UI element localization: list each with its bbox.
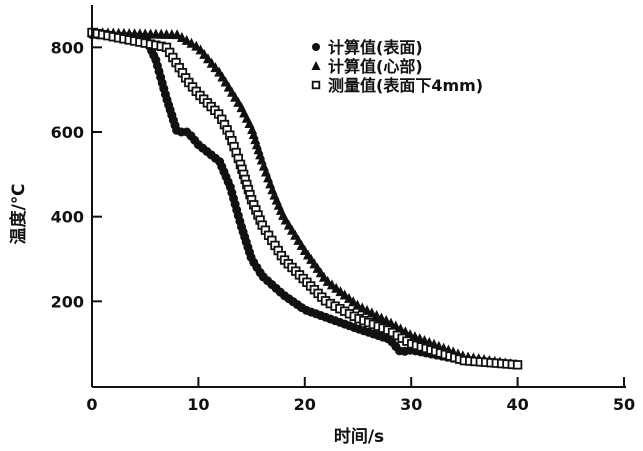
x-tick-label: 50 [613, 395, 635, 414]
series-2 [87, 27, 523, 370]
y-tick-label: 200 [51, 292, 84, 311]
x-tick-label: 40 [506, 395, 528, 414]
y-tick-label: 400 [51, 208, 84, 227]
x-axis-label: 时间/s [334, 426, 384, 447]
legend-entry: 测量值(表面下4mm) [328, 76, 483, 95]
x-tick-label: 20 [294, 395, 316, 414]
legend-marker [311, 80, 321, 90]
x-tick-label: 30 [400, 395, 422, 414]
y-tick-label: 600 [51, 123, 84, 142]
y-tick-label: 800 [51, 38, 84, 57]
legend-marker [311, 61, 321, 70]
x-tick-label: 0 [86, 395, 97, 414]
legend-marker [312, 43, 320, 51]
x-tick-label: 10 [187, 395, 209, 414]
legend-entry: 计算值(心部) [328, 57, 423, 76]
plot-area [87, 27, 523, 370]
legend-entry: 计算值(表面) [328, 38, 423, 57]
data-point [512, 360, 523, 370]
legend: 计算值(表面)计算值(心部)测量值(表面下4mm) [311, 38, 483, 95]
y-axis-label: 温度/℃ [8, 184, 29, 245]
